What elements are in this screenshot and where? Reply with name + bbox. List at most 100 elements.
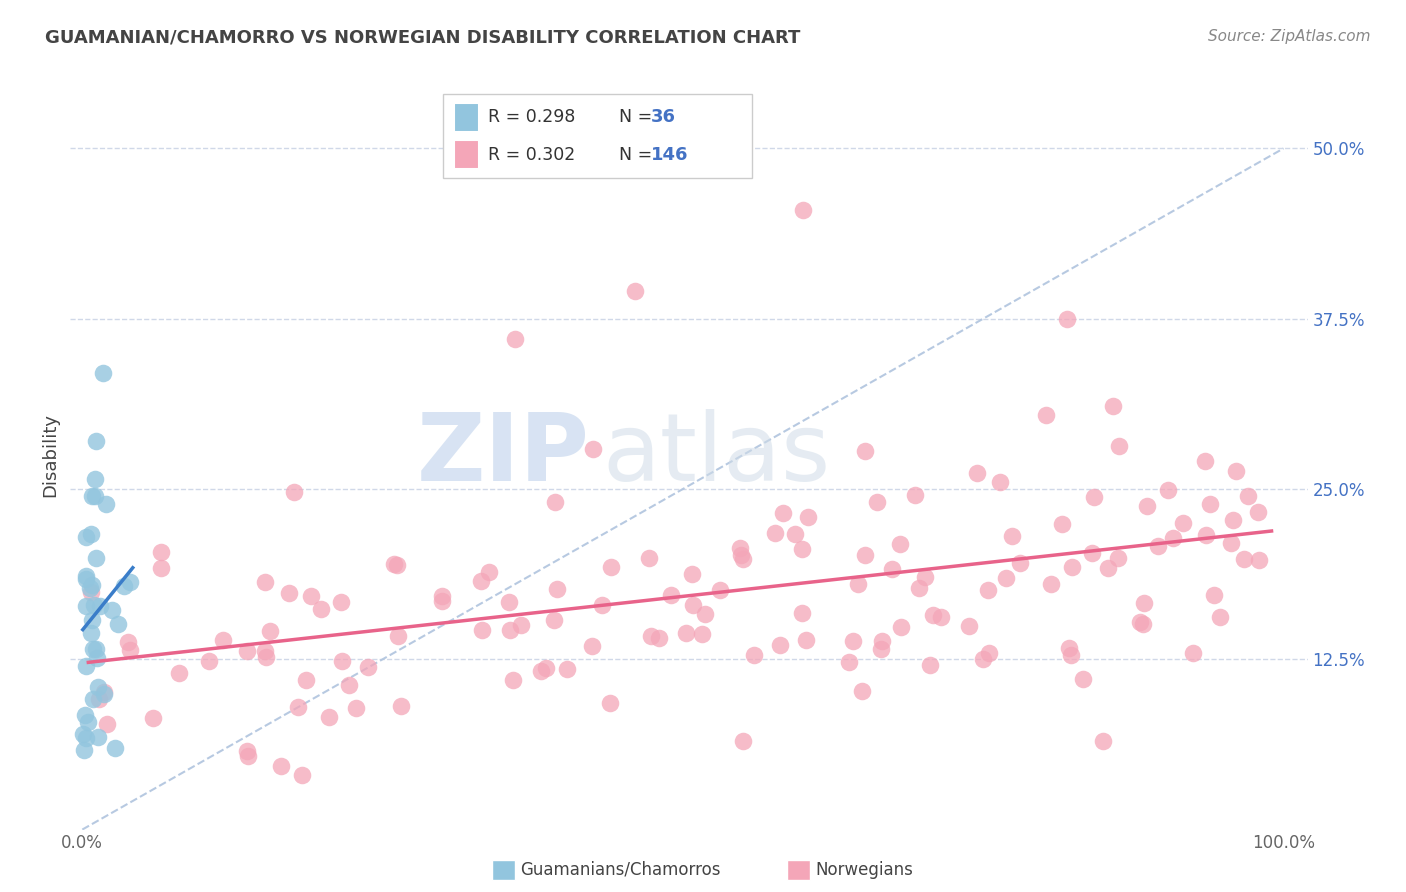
Point bbox=[1097, 560, 1119, 574]
Point bbox=[994, 570, 1017, 584]
Point bbox=[318, 710, 340, 724]
Point bbox=[783, 526, 806, 541]
Point bbox=[772, 506, 794, 520]
Point bbox=[1199, 497, 1222, 511]
Point bbox=[1102, 400, 1125, 414]
Point bbox=[731, 734, 754, 748]
Point bbox=[838, 655, 860, 669]
Point bbox=[709, 583, 731, 598]
Point bbox=[84, 642, 107, 657]
Point bbox=[600, 560, 623, 574]
Point bbox=[235, 644, 257, 658]
Point bbox=[1129, 615, 1152, 629]
Point bbox=[253, 644, 276, 658]
Text: N =: N = bbox=[619, 145, 658, 163]
Point bbox=[470, 574, 492, 588]
Point bbox=[890, 620, 912, 634]
Point bbox=[846, 576, 869, 591]
Point bbox=[1062, 560, 1084, 574]
Point bbox=[259, 624, 281, 638]
Point bbox=[503, 332, 526, 346]
Point bbox=[499, 623, 522, 637]
Point bbox=[1181, 646, 1204, 660]
Point bbox=[1237, 489, 1260, 503]
Point bbox=[330, 654, 353, 668]
Point bbox=[870, 641, 893, 656]
Point bbox=[768, 638, 790, 652]
Point bbox=[142, 711, 165, 725]
Point bbox=[957, 619, 980, 633]
Point bbox=[471, 623, 494, 637]
Point bbox=[1195, 528, 1218, 542]
Point bbox=[73, 708, 96, 723]
Point bbox=[1173, 516, 1195, 530]
Point bbox=[150, 545, 173, 559]
Point bbox=[904, 488, 927, 502]
Text: 36: 36 bbox=[651, 109, 676, 127]
Point bbox=[1071, 672, 1094, 686]
Point bbox=[1008, 556, 1031, 570]
Point bbox=[889, 536, 911, 550]
Point bbox=[432, 594, 454, 608]
Point bbox=[914, 570, 936, 584]
Point bbox=[89, 691, 111, 706]
Text: 146: 146 bbox=[651, 145, 689, 163]
Point bbox=[675, 626, 697, 640]
Point bbox=[72, 727, 94, 741]
Point bbox=[1000, 529, 1022, 543]
Point bbox=[792, 541, 814, 556]
Point bbox=[1194, 454, 1216, 468]
Point bbox=[1056, 311, 1078, 326]
Point bbox=[84, 489, 107, 503]
Point bbox=[283, 485, 305, 500]
Text: R = 0.298: R = 0.298 bbox=[488, 109, 575, 127]
Point bbox=[851, 684, 873, 698]
Point bbox=[1108, 439, 1130, 453]
Point bbox=[387, 629, 409, 643]
Point bbox=[502, 673, 524, 687]
Text: Source: ZipAtlas.com: Source: ZipAtlas.com bbox=[1208, 29, 1371, 44]
Point bbox=[853, 444, 876, 458]
Point bbox=[1050, 517, 1073, 532]
Point bbox=[682, 567, 704, 582]
Point bbox=[82, 642, 104, 657]
Point bbox=[530, 664, 553, 678]
Point bbox=[387, 558, 409, 572]
Point bbox=[330, 595, 353, 609]
Point bbox=[1204, 588, 1226, 602]
Point bbox=[103, 740, 125, 755]
Point bbox=[91, 366, 114, 380]
Point bbox=[309, 601, 332, 615]
Point bbox=[1208, 610, 1230, 624]
Point bbox=[1157, 483, 1180, 498]
Text: ZIP: ZIP bbox=[418, 409, 591, 501]
Point bbox=[922, 608, 945, 623]
Point bbox=[77, 714, 100, 729]
Point bbox=[384, 557, 406, 571]
Point bbox=[79, 581, 101, 595]
Text: R = 0.302: R = 0.302 bbox=[488, 145, 575, 163]
Point bbox=[295, 673, 318, 687]
Point bbox=[75, 530, 97, 544]
Point bbox=[693, 607, 716, 621]
Point bbox=[75, 731, 97, 746]
Point bbox=[84, 434, 107, 449]
Point bbox=[277, 586, 299, 600]
Point bbox=[430, 590, 453, 604]
Point bbox=[238, 749, 260, 764]
Point bbox=[908, 581, 931, 595]
Point bbox=[853, 548, 876, 562]
Point bbox=[966, 466, 988, 480]
Point bbox=[96, 497, 118, 511]
Point bbox=[599, 696, 621, 710]
Point bbox=[1161, 531, 1184, 545]
Point bbox=[1225, 464, 1247, 478]
Point bbox=[742, 648, 765, 662]
Point bbox=[1132, 616, 1154, 631]
Point bbox=[509, 618, 531, 632]
Point bbox=[582, 442, 605, 457]
Text: N =: N = bbox=[619, 109, 658, 127]
Point bbox=[198, 654, 221, 668]
Point bbox=[82, 692, 104, 706]
Point bbox=[84, 472, 107, 486]
